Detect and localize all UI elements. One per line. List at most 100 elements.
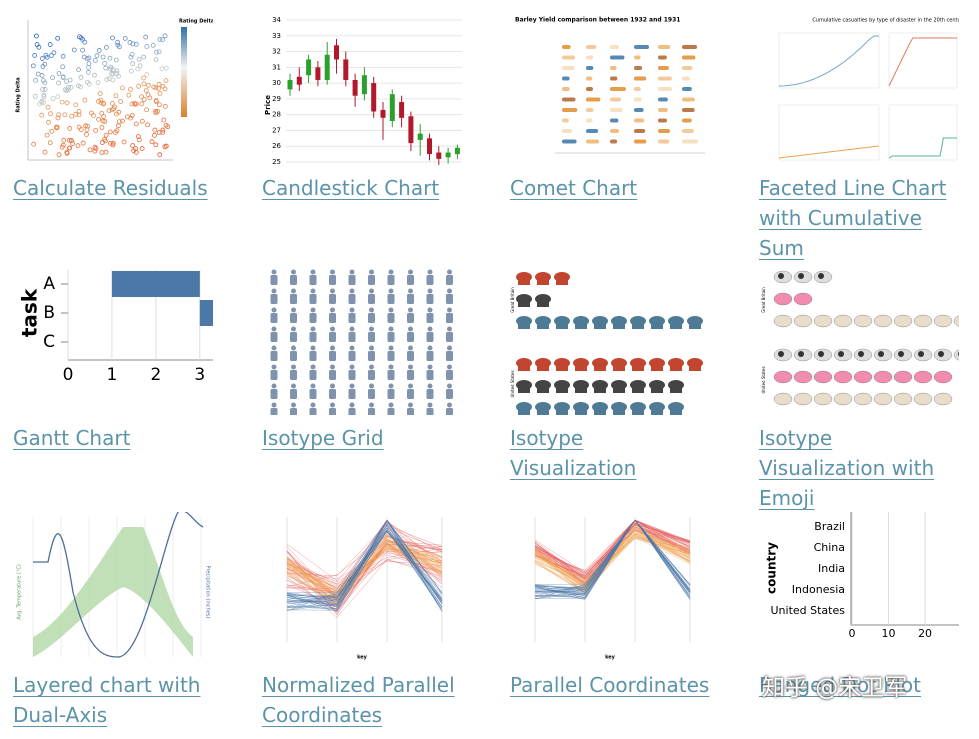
point	[60, 64, 66, 70]
thumbnail[interactable]: Cumulative casualties by type of disaste…	[759, 15, 959, 165]
comet	[658, 55, 667, 60]
thumbnail[interactable]: key	[262, 512, 462, 662]
point	[149, 139, 155, 145]
point	[129, 68, 134, 74]
caption-link[interactable]: Calculate Residuals	[13, 176, 208, 200]
icon	[349, 326, 355, 332]
comet	[682, 118, 692, 123]
comet	[586, 97, 601, 102]
point	[40, 87, 45, 92]
icon	[388, 364, 394, 370]
y-label: Price	[264, 95, 272, 115]
caption-link[interactable]: Gantt Chart	[13, 426, 131, 450]
icon	[290, 370, 297, 380]
comet	[586, 76, 593, 81]
caption-link[interactable]: Isotype Visualization	[510, 426, 637, 480]
comet	[610, 87, 626, 91]
comet	[586, 45, 597, 49]
icon	[310, 383, 316, 389]
point	[54, 125, 60, 130]
icon	[873, 314, 893, 328]
point	[56, 152, 62, 158]
point	[107, 55, 113, 61]
thumbnail[interactable]: Avg. Temperature (°C) Precipitation (inch…	[13, 512, 213, 662]
icon	[271, 402, 277, 408]
icon	[387, 294, 395, 304]
point	[112, 104, 117, 110]
icon	[271, 269, 277, 275]
icon	[369, 383, 374, 389]
icon	[447, 345, 452, 351]
caption-link[interactable]: Isotype Grid	[262, 426, 384, 450]
candle-body	[408, 116, 414, 144]
point	[139, 101, 145, 107]
caption-link[interactable]: Faceted Line Chart with Cumulative Sum	[759, 176, 947, 260]
point	[82, 39, 88, 45]
caption-link[interactable]: Candlestick Chart	[262, 176, 440, 200]
point	[60, 75, 66, 80]
point	[100, 54, 106, 60]
point	[96, 99, 102, 104]
thumbnail[interactable]	[262, 265, 462, 415]
point	[76, 83, 81, 89]
caption-link[interactable]: Comet Chart	[510, 176, 638, 200]
point	[75, 143, 81, 149]
thumbnail[interactable]: Barley Yield comparison between 1932 and…	[510, 15, 710, 165]
icon	[778, 351, 784, 357]
icon	[556, 366, 568, 371]
point	[39, 73, 45, 78]
caption-link[interactable]: Normalized Parallel Coordinates	[262, 673, 455, 727]
icon	[427, 345, 433, 351]
y-tick-label: A	[43, 274, 55, 294]
line	[286, 531, 443, 603]
point	[76, 112, 82, 118]
caption-link[interactable]: Isotype Visualization with Emoji	[759, 426, 935, 510]
point	[150, 42, 156, 48]
point	[99, 110, 105, 116]
bar	[111, 271, 200, 297]
line	[534, 519, 691, 599]
thumbnail[interactable]: Rating Delta Rating Delta	[13, 15, 213, 165]
candle-body	[306, 59, 312, 76]
point	[42, 149, 48, 155]
icon	[310, 326, 316, 332]
point	[152, 132, 157, 138]
caption-link[interactable]: Parallel Coordinates	[510, 673, 710, 697]
point	[80, 47, 86, 53]
point	[109, 107, 115, 113]
y-tick-label: China	[814, 541, 845, 554]
icon	[594, 388, 606, 393]
thumbnail[interactable]: key	[510, 512, 710, 662]
thumbnail[interactable]: Great Britain United States	[759, 265, 959, 415]
icon	[388, 326, 394, 332]
comet	[682, 129, 694, 133]
thumbnail[interactable]: Great Britain United States	[510, 265, 710, 415]
point	[145, 82, 151, 88]
icon	[408, 269, 413, 275]
point	[163, 78, 169, 84]
comet	[586, 66, 594, 70]
thumbnail[interactable]: 0 10 20 Brazil China India Indonesia United Sta…	[759, 512, 959, 662]
point	[86, 65, 91, 70]
thumbnail[interactable]: 25 26 27 28 29 30 31 32 33 34 Price	[262, 15, 462, 165]
line	[534, 519, 691, 593]
point	[157, 91, 163, 96]
icon	[611, 402, 627, 412]
icon	[407, 370, 414, 380]
icon	[575, 366, 587, 371]
icon	[913, 370, 933, 384]
point	[160, 129, 166, 135]
candle-body	[454, 147, 460, 155]
point	[76, 124, 82, 130]
comet	[562, 108, 578, 112]
icon	[407, 332, 414, 342]
gallery-item: Great Britain United States Isotype Visual…	[510, 265, 715, 483]
caption-link[interactable]: Layered chart with Dual-Axis	[13, 673, 201, 727]
icon	[447, 326, 452, 332]
comet	[610, 55, 625, 60]
candle-body	[427, 138, 432, 155]
caption-link[interactable]: Ranged Dot Plot	[759, 673, 921, 697]
line	[286, 529, 443, 611]
icon	[573, 380, 589, 390]
